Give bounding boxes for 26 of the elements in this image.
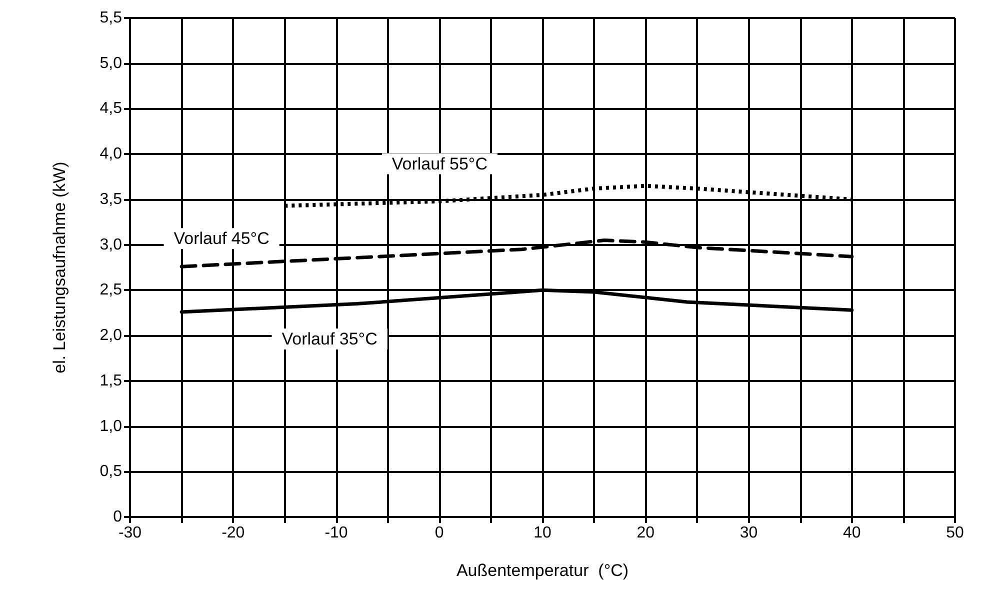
x-tick-label: 0: [434, 524, 444, 542]
y-tick-label: 3,5: [100, 190, 122, 208]
x-tick-label: 30: [740, 524, 758, 542]
series-label: Vorlauf 45°C: [174, 229, 270, 248]
y-tick-label: 4,5: [100, 100, 122, 118]
x-tick-label: 50: [946, 524, 964, 542]
y-tick-label: 2,0: [100, 327, 122, 344]
y-tick-label: 0: [113, 508, 122, 526]
y-tick-label: 1,5: [100, 372, 122, 390]
x-axis-title: Außentemperatur (°C): [456, 561, 629, 580]
y-tick-label: 1,0: [100, 418, 122, 435]
series-label: Vorlauf 35°C: [282, 329, 378, 348]
y-tick-label: 4,0: [100, 146, 122, 163]
x-tick-label: 40: [842, 524, 861, 542]
y-tick-label: 5,0: [100, 54, 122, 72]
x-tick-label: -20: [222, 524, 245, 542]
y-axis-title: el. Leistungsaufnahme (kW): [50, 162, 69, 374]
x-tick-label: 10: [534, 524, 552, 542]
y-tick-label: 3,0: [100, 236, 122, 254]
y-tick-label: 2,5: [100, 282, 122, 299]
x-tick-label: -10: [324, 524, 348, 542]
x-tick-label: 20: [636, 524, 655, 542]
x-tick-label: -30: [118, 524, 142, 542]
y-tick-label: 5,5: [100, 10, 122, 26]
y-tick-label: 0,5: [100, 463, 122, 480]
series-label: Vorlauf 55°C: [392, 154, 488, 174]
